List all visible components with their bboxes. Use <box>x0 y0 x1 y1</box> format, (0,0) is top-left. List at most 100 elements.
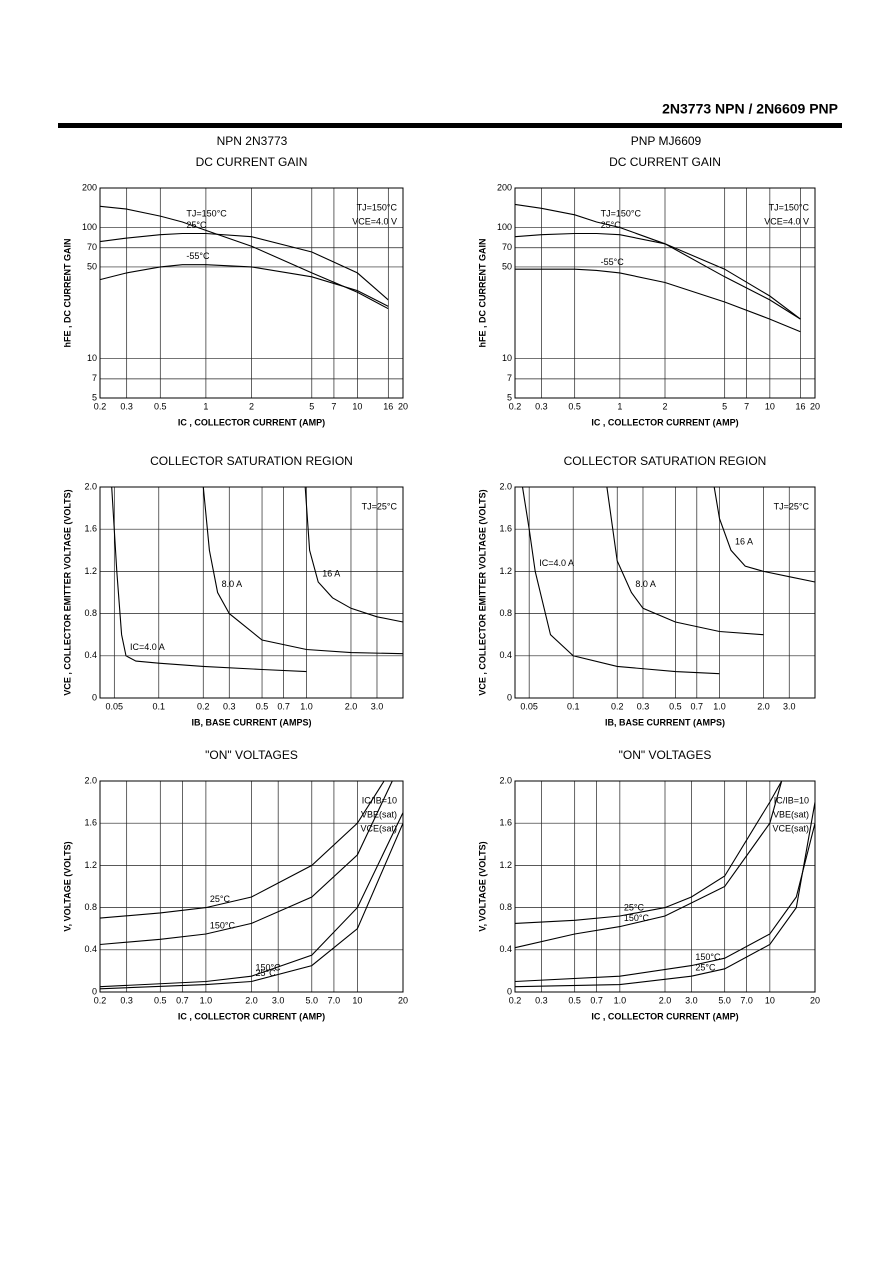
plot-frame <box>99 187 404 399</box>
x-tick-label: 0.2 <box>611 701 624 711</box>
annotation: TJ=25°C <box>774 501 810 511</box>
y-tick-label: 50 <box>87 261 97 271</box>
x-tick-label: 1 <box>203 401 208 411</box>
curve <box>111 486 307 673</box>
curve-label: 8.0 A <box>635 579 656 589</box>
plot-frame <box>99 780 404 993</box>
x-tick-label: 2.0 <box>345 701 358 711</box>
y-tick-label: 0.4 <box>499 944 512 954</box>
y-tick-label: 0 <box>507 692 512 702</box>
y-tick-label: 70 <box>502 242 512 252</box>
x-tick-label: 20 <box>810 401 820 411</box>
annotation: VCE=4.0 V <box>764 216 809 226</box>
column-title: NPN 2N3773 <box>217 134 288 148</box>
annotation: VBE(sat) <box>773 809 809 819</box>
annotation: VCE(sat) <box>772 823 809 833</box>
x-tick-label: 7.0 <box>328 995 341 1005</box>
x-tick-label: 1.0 <box>614 995 627 1005</box>
curve <box>202 486 404 655</box>
x-tick-label: 5 <box>722 401 727 411</box>
y-tick-label: 100 <box>82 222 97 232</box>
x-tick-label: 7.0 <box>740 995 753 1005</box>
x-tick-label: 0.2 <box>509 995 522 1005</box>
curve <box>99 780 385 919</box>
chart-title: DC CURRENT GAIN <box>609 155 721 169</box>
curve <box>606 486 764 636</box>
curve <box>514 780 783 924</box>
plot-frame <box>514 187 816 399</box>
y-tick-label: 0 <box>92 986 97 996</box>
x-tick-label: 5.0 <box>718 995 731 1005</box>
x-tick-label: 0.1 <box>567 701 580 711</box>
x-tick-label: 0.7 <box>691 701 704 711</box>
curve-label: 150°C <box>695 952 721 962</box>
annotation: TJ=25°C <box>362 501 398 511</box>
y-tick-label: 0.8 <box>499 608 512 618</box>
curve-label: 25°C <box>695 963 716 973</box>
x-tick-label: 0.3 <box>120 995 133 1005</box>
x-tick-label: 0.05 <box>106 701 124 711</box>
x-tick-label: 20 <box>398 995 408 1005</box>
x-tick-label: 10 <box>352 401 362 411</box>
curve <box>514 203 801 320</box>
x-tick-label: 0.1 <box>153 701 166 711</box>
x-tick-label: 20 <box>398 401 408 411</box>
y-tick-label: 5 <box>507 392 512 402</box>
x-tick-label: 3.0 <box>371 701 384 711</box>
x-tick-label: 1.0 <box>200 995 213 1005</box>
y-tick-label: 10 <box>502 353 512 363</box>
y-tick-label: 1.6 <box>84 818 97 828</box>
x-tick-label: 0.2 <box>509 401 522 411</box>
y-axis-label: V, VOLTAGE (VOLTS) <box>477 841 487 931</box>
curve <box>99 780 393 946</box>
x-axis-label: IB, BASE CURRENT (AMPS) <box>605 717 725 727</box>
x-tick-label: 16 <box>795 401 805 411</box>
y-tick-label: 1.2 <box>499 566 512 576</box>
x-tick-label: 10 <box>765 995 775 1005</box>
annotation: VBE(sat) <box>361 809 397 819</box>
x-tick-label: 0.05 <box>520 701 538 711</box>
x-tick-label: 0.3 <box>223 701 236 711</box>
curve-label: 150°C <box>210 920 236 930</box>
curve-label: 25°C <box>210 894 231 904</box>
annotation: VCE(sat) <box>360 823 397 833</box>
x-tick-label: 16 <box>383 401 393 411</box>
y-tick-label: 7 <box>507 373 512 383</box>
curve <box>515 268 801 333</box>
x-tick-label: 7 <box>744 401 749 411</box>
curve <box>713 486 816 583</box>
x-axis-label: IB, BASE CURRENT (AMPS) <box>191 717 311 727</box>
y-tick-label: 1.6 <box>499 524 512 534</box>
curve-label: 8.0 A <box>222 579 243 589</box>
y-tick-label: 7 <box>92 373 97 383</box>
curve-label: 25°C <box>601 220 622 230</box>
x-tick-label: 3.0 <box>685 995 698 1005</box>
curve <box>99 822 404 990</box>
x-tick-label: 0.3 <box>535 401 548 411</box>
x-tick-label: 0.5 <box>154 995 167 1005</box>
y-tick-label: 100 <box>497 222 512 232</box>
y-tick-label: 1.2 <box>84 566 97 576</box>
x-tick-label: 0.2 <box>94 401 107 411</box>
curve-label: TJ=150°C <box>601 208 642 218</box>
header-rule <box>58 123 842 128</box>
y-axis-label: VCE , COLLECTOR EMITTER VOLTAGE (VOLTS) <box>477 489 487 695</box>
x-tick-label: 5 <box>309 401 314 411</box>
chart-title: "ON" VOLTAGES <box>619 748 712 762</box>
curve <box>304 486 404 623</box>
x-axis-label: IC , COLLECTOR CURRENT (AMP) <box>178 1011 325 1021</box>
x-tick-label: 0.3 <box>120 401 133 411</box>
y-tick-label: 70 <box>87 242 97 252</box>
x-tick-label: 2 <box>249 401 254 411</box>
page-title: 2N3773 NPN / 2N6609 PNP <box>662 101 838 117</box>
annotation: VCE=4.0 V <box>352 216 397 226</box>
y-tick-label: 0.8 <box>84 902 97 912</box>
x-tick-label: 10 <box>765 401 775 411</box>
y-tick-label: 1.2 <box>84 860 97 870</box>
plot-frame <box>99 486 404 699</box>
annotation: IC/IB=10 <box>774 795 809 805</box>
curve <box>514 823 816 983</box>
curve <box>99 205 389 310</box>
x-tick-label: 0.5 <box>256 701 269 711</box>
plot-frame <box>514 780 816 993</box>
